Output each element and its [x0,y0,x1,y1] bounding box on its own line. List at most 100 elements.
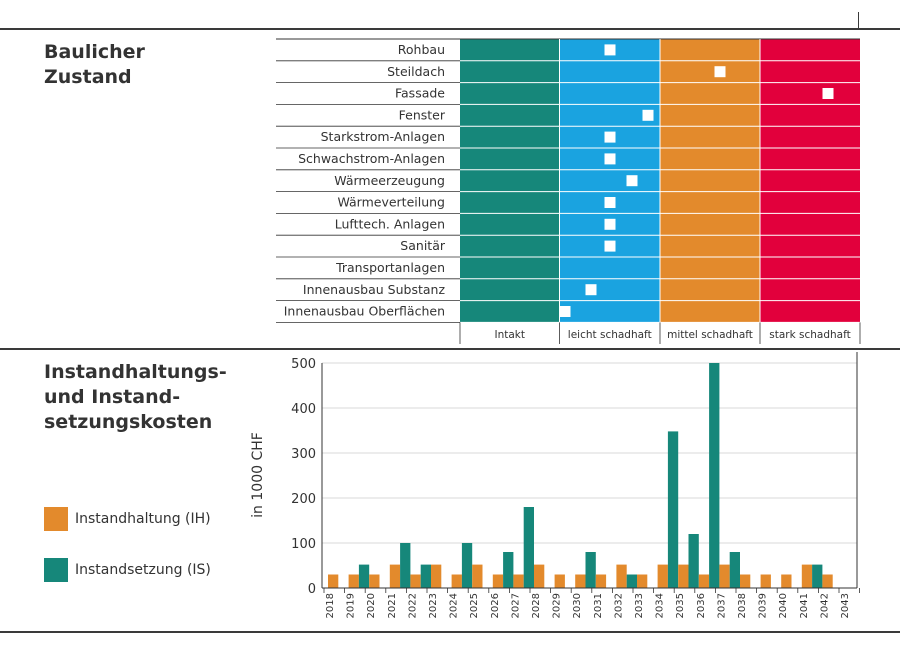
condition-row-label: Innenausbau Substanz [303,282,446,297]
condition-level-label: mittel schadhaft [667,329,753,341]
bar-instandhaltung [719,564,730,588]
bar-instandsetzung [709,363,720,588]
condition-row-label: Innenausbau Oberflächen [284,304,445,319]
x-tick-label: 2028 [531,593,542,618]
bar-instandsetzung [523,507,534,588]
bar-instandhaltung [781,574,792,588]
condition-row-label: Rohbau [398,42,445,57]
condition-marker [559,306,571,317]
costs-title-line: Instandhaltungs- [44,361,227,383]
x-tick-label: 2026 [490,593,501,618]
costs-section-title: Instandhaltungs- und Instand- setzungsko… [44,360,227,435]
condition-title-line: Zustand [44,66,132,88]
condition-level-label: Intakt [494,329,525,341]
condition-row-label: Fassade [395,86,445,101]
bar-instandhaltung [554,574,565,588]
top-right-tick [858,12,859,30]
bar-instandsetzung [400,543,411,588]
x-tick-label: 2032 [613,593,624,618]
condition-row-label: Lufttech. Anlagen [335,216,445,231]
condition-band-2 [559,39,660,323]
x-tick-label: 2031 [593,593,604,618]
bar-instandsetzung [461,543,473,588]
bar-instandhaltung [595,574,607,588]
condition-row-label: Wärmeerzeugung [334,173,445,188]
condition-title-line: Baulicher [44,41,145,63]
condition-marker [626,175,638,187]
y-tick-label: 0 [308,582,316,597]
condition-marker [642,109,654,121]
condition-marker [822,88,834,99]
bar-instandsetzung [585,552,596,588]
bar-instandhaltung [369,574,380,588]
y-tick-label: 300 [291,447,316,462]
x-tick-label: 2018 [325,593,336,618]
x-tick-label: 2035 [675,593,686,618]
condition-band-1 [460,39,560,323]
bar-instandsetzung [729,552,740,588]
x-tick-label: 2040 [778,593,789,618]
bar-instandhaltung [801,564,813,588]
x-tick-label: 2043 [840,593,851,618]
condition-row-label: Fenster [399,107,446,122]
x-tick-label: 2027 [510,593,521,618]
legend-swatch-is [44,558,68,582]
bar-instandhaltung [678,564,689,588]
x-tick-label: 2021 [387,593,398,618]
bar-instandhaltung [348,574,359,588]
bar-instandhaltung [410,574,421,588]
bar-instandhaltung [451,574,462,588]
condition-row-label: Transportanlagen [335,260,445,275]
y-tick-label: 100 [291,537,316,552]
x-tick-label: 2037 [716,593,727,618]
x-tick-label: 2034 [655,593,666,618]
bar-instandhaltung [389,564,401,588]
condition-marker [604,197,616,208]
condition-level-label: stark schadhaft [769,329,850,341]
x-tick-label: 2030 [572,593,583,618]
x-tick-label: 2029 [552,593,563,618]
condition-row-label: Sanitär [400,238,446,253]
bar-instandsetzung [667,431,679,588]
costs-title-line: setzungskosten [44,411,213,433]
x-tick-label: 2024 [449,593,460,618]
x-tick-label: 2020 [366,593,377,618]
bar-instandhaltung [822,574,833,588]
condition-marker [604,153,616,165]
x-tick-label: 2022 [407,593,418,618]
condition-marker [714,66,726,78]
condition-marker [604,44,616,56]
condition-row-label: Wärmeverteilung [337,195,445,210]
x-tick-label: 2041 [799,593,810,618]
legend-item-ih: Instandhaltung (IH) [44,507,211,531]
y-tick-label: 400 [291,402,316,417]
x-tick-label: 2038 [737,593,748,618]
x-tick-label: 2025 [469,593,480,618]
x-tick-label: 2036 [696,593,707,618]
middle-divider [0,348,900,350]
y-axis-label: in 1000 CHF [250,432,266,518]
condition-marker [604,240,616,252]
bar-instandhaltung [698,574,710,588]
condition-marker [604,218,616,230]
bar-instandhaltung [616,564,627,588]
bar-instandhaltung [513,574,524,588]
condition-marker [604,131,616,143]
condition-level-label: leicht schadhaft [568,329,652,341]
bar-instandhaltung [657,564,668,588]
costs-title-line: und Instand- [44,386,181,408]
bottom-divider [0,631,900,633]
legend-swatch-ih [44,507,68,531]
y-tick-label: 200 [291,492,316,507]
x-tick-label: 2033 [634,593,645,618]
condition-row-label: Steildach [387,64,445,79]
bar-instandhaltung [534,564,545,588]
top-divider [0,28,900,30]
bar-instandhaltung [760,574,771,588]
bar-instandsetzung [812,564,823,588]
condition-row-label: Schwachstrom-Anlagen [298,151,445,166]
bar-instandhaltung [637,574,648,588]
condition-band-4 [760,39,860,323]
legend-label-ih: Instandhaltung (IH) [75,511,211,527]
